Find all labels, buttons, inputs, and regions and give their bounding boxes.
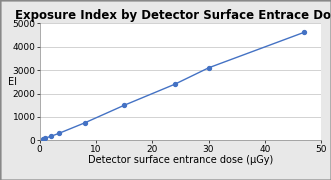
Y-axis label: EI: EI [8, 77, 17, 87]
Point [48, 135, 54, 138]
Point [43, 137, 48, 140]
Point [302, 31, 307, 34]
Point [121, 104, 127, 107]
Point [172, 83, 177, 86]
Point [57, 132, 62, 135]
X-axis label: Detector surface entrance dose (μGy): Detector surface entrance dose (μGy) [88, 155, 273, 165]
Title: Exposure Index by Detector Surface Entrace Dose: Exposure Index by Detector Surface Entra… [15, 9, 331, 22]
Point [206, 66, 211, 69]
Point [82, 122, 87, 124]
Point [40, 138, 45, 141]
